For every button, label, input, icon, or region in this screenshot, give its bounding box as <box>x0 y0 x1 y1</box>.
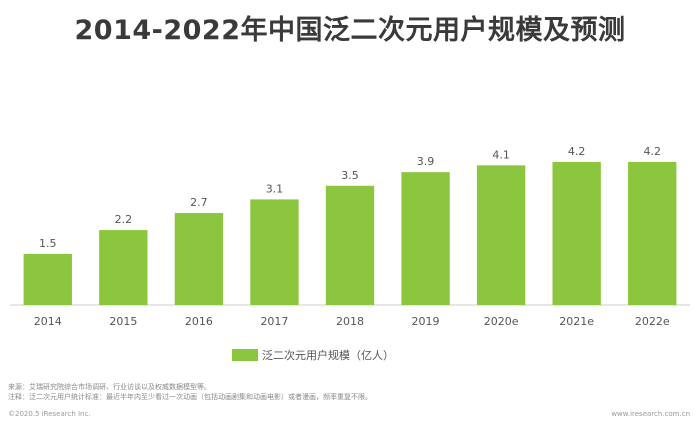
data-label-2015: 2.2 <box>115 213 133 226</box>
data-label-2016: 2.7 <box>190 196 208 209</box>
x-tick-2018: 2018 <box>336 315 364 328</box>
legend-label: 泛二次元用户规模（亿人） <box>262 349 394 362</box>
x-tick-2020e: 2020e <box>484 315 519 328</box>
x-tick-2019: 2019 <box>412 315 440 328</box>
x-tick-2015: 2015 <box>109 315 137 328</box>
chart-title: 2014-2022年中国泛二次元用户规模及预测 <box>74 15 626 46</box>
x-tick-2016: 2016 <box>185 315 213 328</box>
website: www.iresearch.com.cn <box>611 410 690 418</box>
definition-note: 注释：泛二次元用户统计标准：最近半年内至少看过一次动画（包括动画剧集和动画电影）… <box>8 393 372 401</box>
bar-2020e <box>476 165 526 305</box>
bar-2022e <box>628 161 677 305</box>
data-label-2022e: 4.2 <box>643 145 661 158</box>
copyright: ©2020.5 iResearch Inc. <box>8 410 91 418</box>
data-label-2021e: 4.2 <box>568 145 586 158</box>
data-label-2014: 1.5 <box>39 237 57 250</box>
x-tick-2017: 2017 <box>260 315 288 328</box>
x-tick-2014: 2014 <box>34 315 62 328</box>
x-tick-2021e: 2021e <box>559 315 594 328</box>
bar-2014 <box>23 253 72 305</box>
bar-2019 <box>401 172 450 305</box>
bar-2015 <box>99 230 148 305</box>
source-note: 来源：艾瑞研究院综合市场调研、行业访谈以及权威数据模型等。 <box>8 383 211 391</box>
data-label-2020e: 4.1 <box>492 148 510 161</box>
data-label-2017: 3.1 <box>266 182 284 195</box>
bar-2021e <box>552 161 601 305</box>
footnotes: 来源：艾瑞研究院综合市场调研、行业访谈以及权威数据模型等。 注释：泛二次元用户统… <box>8 382 372 402</box>
x-tick-2022e: 2022e <box>635 315 670 328</box>
bar-2017 <box>250 199 299 305</box>
data-label-2018: 3.5 <box>341 169 359 182</box>
data-label-2019: 3.9 <box>417 155 435 168</box>
bar-2018 <box>325 185 375 305</box>
legend-swatch <box>232 349 258 361</box>
legend: 泛二次元用户规模（亿人） <box>232 347 394 363</box>
bar-2016 <box>174 213 224 305</box>
